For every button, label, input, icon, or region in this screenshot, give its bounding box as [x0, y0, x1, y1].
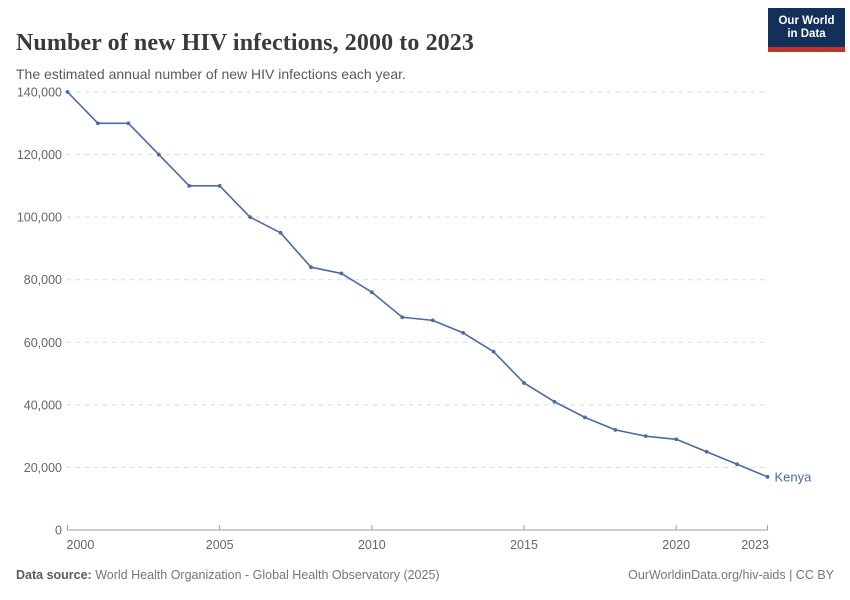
data-point [643, 434, 648, 439]
y-tick-label: 20,000 [24, 461, 62, 475]
x-tick-label: 2015 [510, 538, 538, 552]
data-source-text: World Health Organization - Global Healt… [91, 568, 440, 582]
data-point [400, 315, 405, 320]
data-point [613, 427, 618, 432]
chart-subtitle: The estimated annual number of new HIV i… [16, 66, 406, 82]
data-point [552, 399, 557, 404]
chart-title: Number of new HIV infections, 2000 to 20… [16, 30, 474, 57]
data-point [156, 152, 161, 157]
data-point [430, 318, 435, 323]
data-point [735, 462, 739, 467]
y-tick-label: 40,000 [24, 398, 62, 412]
y-tick-label: 120,000 [17, 148, 62, 162]
data-point [126, 121, 131, 126]
x-tick-label: 2020 [662, 538, 690, 552]
data-point [461, 331, 466, 335]
data-source: Data source: World Health Organization -… [16, 568, 440, 582]
data-point [491, 349, 496, 354]
owid-logo: Our World in Data [768, 8, 845, 52]
x-tick-label: 2000 [67, 538, 95, 552]
series-end-label: Kenya [775, 469, 813, 484]
y-tick-label: 140,000 [17, 86, 62, 100]
data-point [65, 90, 70, 94]
data-point [278, 230, 283, 235]
data-point [248, 215, 253, 220]
y-tick-label: 100,000 [17, 211, 62, 225]
y-tick-label: 80,000 [24, 273, 62, 287]
data-point [765, 474, 770, 479]
data-point [96, 121, 100, 126]
data-point [187, 183, 192, 188]
attribution-link: OurWorldinData.org/hiv-aids | CC BY [628, 568, 834, 582]
data-point [704, 449, 709, 454]
data-point [217, 183, 222, 188]
data-point [309, 265, 313, 270]
owid-logo-line2: in Data [787, 27, 826, 40]
x-tick-label: 2005 [206, 538, 234, 552]
data-point [582, 415, 587, 420]
data-line [66, 91, 769, 478]
data-point [674, 437, 679, 442]
data-point [369, 290, 374, 295]
data-point [522, 381, 526, 385]
data-source-label: Data source: [16, 568, 92, 582]
x-tick-label: 2023 [741, 538, 769, 552]
data-point [339, 271, 344, 276]
x-tick-label: 2010 [358, 538, 386, 552]
y-tick-label: 60,000 [24, 336, 62, 350]
owid-logo-line1: Our World [778, 14, 835, 27]
y-tick-label: 0 [55, 524, 62, 538]
